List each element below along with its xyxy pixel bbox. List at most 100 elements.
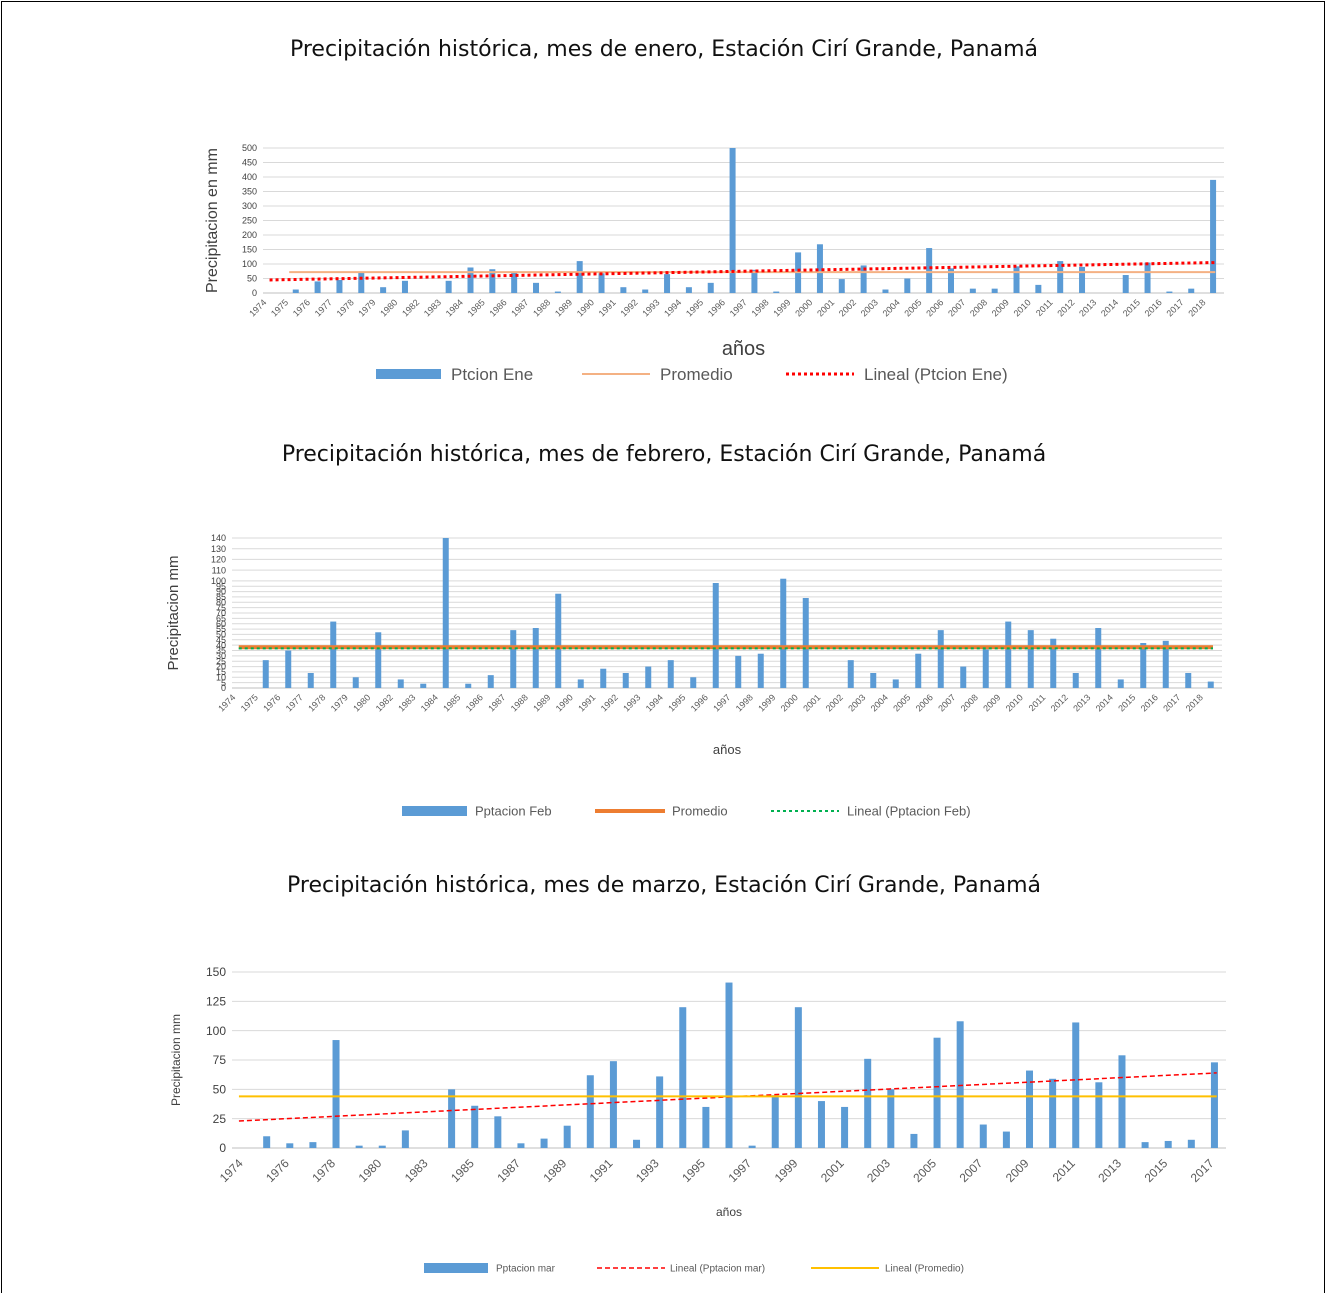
x-tick-label: 1993 xyxy=(621,692,642,713)
x-tick-label: 1984 xyxy=(419,692,440,713)
x-tick-label: 1992 xyxy=(599,692,620,713)
x-tick-label: 1984 xyxy=(444,297,465,318)
x-tick-label: 1985 xyxy=(448,1156,477,1185)
bar xyxy=(1118,1055,1126,1148)
bar xyxy=(1117,679,1124,688)
x-tick-label: 1988 xyxy=(509,692,530,713)
x-tick-label: 1976 xyxy=(291,297,312,318)
x-tick-label: 2006 xyxy=(914,692,935,713)
y-tick-label: 50 xyxy=(213,1083,227,1097)
bar xyxy=(336,279,343,293)
bar xyxy=(887,1089,895,1148)
x-tick-label: 1987 xyxy=(486,692,507,713)
y-tick-label: 45 xyxy=(216,635,226,645)
y-tick-label: 25 xyxy=(213,1112,227,1126)
bar xyxy=(1164,1140,1172,1148)
bar xyxy=(892,679,899,688)
x-tick-label: 2002 xyxy=(837,297,858,318)
bar xyxy=(1122,275,1129,293)
y-tick-label: 0 xyxy=(252,288,257,298)
bar xyxy=(838,279,845,293)
bar xyxy=(679,1007,687,1148)
x-tick-label: 1994 xyxy=(644,692,665,713)
bar xyxy=(489,269,496,293)
bar xyxy=(1072,1022,1080,1148)
bar xyxy=(937,630,944,688)
x-tick-label: 1974 xyxy=(217,1156,246,1185)
bar xyxy=(1072,673,1079,688)
y-tick-label: 55 xyxy=(216,624,226,634)
bar xyxy=(1162,640,1169,688)
y-tick-label: 70 xyxy=(216,608,226,618)
x-tick-label: 1983 xyxy=(396,692,417,713)
x-tick-label: 1980 xyxy=(378,297,399,318)
bar xyxy=(667,660,674,688)
x-tick-label: 1976 xyxy=(263,1156,292,1185)
bar xyxy=(554,291,561,293)
bar xyxy=(1187,1139,1195,1148)
bar xyxy=(926,248,933,293)
x-tick-label: 1992 xyxy=(618,297,639,318)
bar xyxy=(712,583,719,688)
bar xyxy=(633,1139,641,1148)
bar xyxy=(1144,262,1151,293)
x-axis-label: años xyxy=(713,742,742,757)
legend-label: Lineal (Promedio) xyxy=(885,1264,964,1275)
y-tick-label: 120 xyxy=(211,555,226,565)
x-tick-label: 2003 xyxy=(864,1156,893,1185)
y-tick-label: 400 xyxy=(242,172,257,182)
y-tick-label: 100 xyxy=(206,1024,226,1038)
bar xyxy=(358,272,365,293)
x-tick-label: 1997 xyxy=(725,1156,754,1185)
bar xyxy=(533,282,540,293)
y-axis-label: Precipitacion mm xyxy=(169,1014,183,1106)
y-tick-label: 200 xyxy=(242,230,257,240)
y-tick-label: 75 xyxy=(213,1053,227,1067)
bar xyxy=(816,244,823,293)
bar xyxy=(1095,628,1102,688)
x-tick-label: 2000 xyxy=(793,297,814,318)
y-tick-label: 110 xyxy=(212,565,226,575)
bar xyxy=(471,1105,479,1148)
bar xyxy=(1013,266,1020,293)
y-tick-label: 450 xyxy=(242,158,257,168)
x-tick-label: 1978 xyxy=(306,692,327,713)
bar xyxy=(910,1133,918,1148)
bar xyxy=(802,598,809,688)
x-tick-label: 2007 xyxy=(946,297,967,318)
bar xyxy=(420,683,427,688)
x-tick-label: 2016 xyxy=(1143,297,1164,318)
x-tick-label: 2013 xyxy=(1071,692,1092,713)
bar xyxy=(1166,291,1173,293)
x-tick-label: 1991 xyxy=(576,692,597,713)
x-tick-label: 2014 xyxy=(1094,692,1115,713)
bar xyxy=(309,1142,317,1148)
bar xyxy=(511,272,518,293)
x-tick-label: 2015 xyxy=(1116,692,1137,713)
bar xyxy=(725,982,733,1148)
bar xyxy=(771,1095,779,1148)
x-tick-label: 1999 xyxy=(771,297,792,318)
x-tick-label: 2014 xyxy=(1099,297,1120,318)
y-tick-label: 25 xyxy=(216,656,226,666)
y-tick-label: 15 xyxy=(216,667,226,677)
x-tick-label: 1995 xyxy=(666,692,687,713)
y-tick-label: 0 xyxy=(219,1141,226,1155)
x-tick-label: 1987 xyxy=(509,297,530,318)
x-tick-label: 2004 xyxy=(869,692,890,713)
x-tick-label: 1989 xyxy=(553,297,574,318)
trend-line xyxy=(269,261,1216,282)
bar xyxy=(586,1075,594,1148)
y-tick-label: 125 xyxy=(206,995,226,1009)
y-tick-label: 75 xyxy=(216,603,226,613)
bar xyxy=(1210,179,1217,293)
bar xyxy=(378,1145,386,1148)
bar xyxy=(1210,1062,1218,1148)
bar xyxy=(1141,1142,1149,1148)
bar xyxy=(860,265,867,293)
bar xyxy=(285,650,292,688)
x-tick-label: 1998 xyxy=(750,297,771,318)
x-tick-label: 1994 xyxy=(662,297,683,318)
x-tick-label: 2008 xyxy=(968,297,989,318)
x-tick-label: 2005 xyxy=(891,692,912,713)
